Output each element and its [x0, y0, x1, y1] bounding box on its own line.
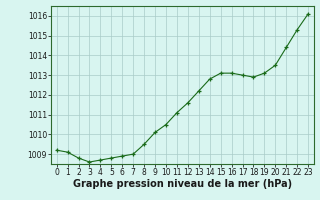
X-axis label: Graphe pression niveau de la mer (hPa): Graphe pression niveau de la mer (hPa): [73, 179, 292, 189]
